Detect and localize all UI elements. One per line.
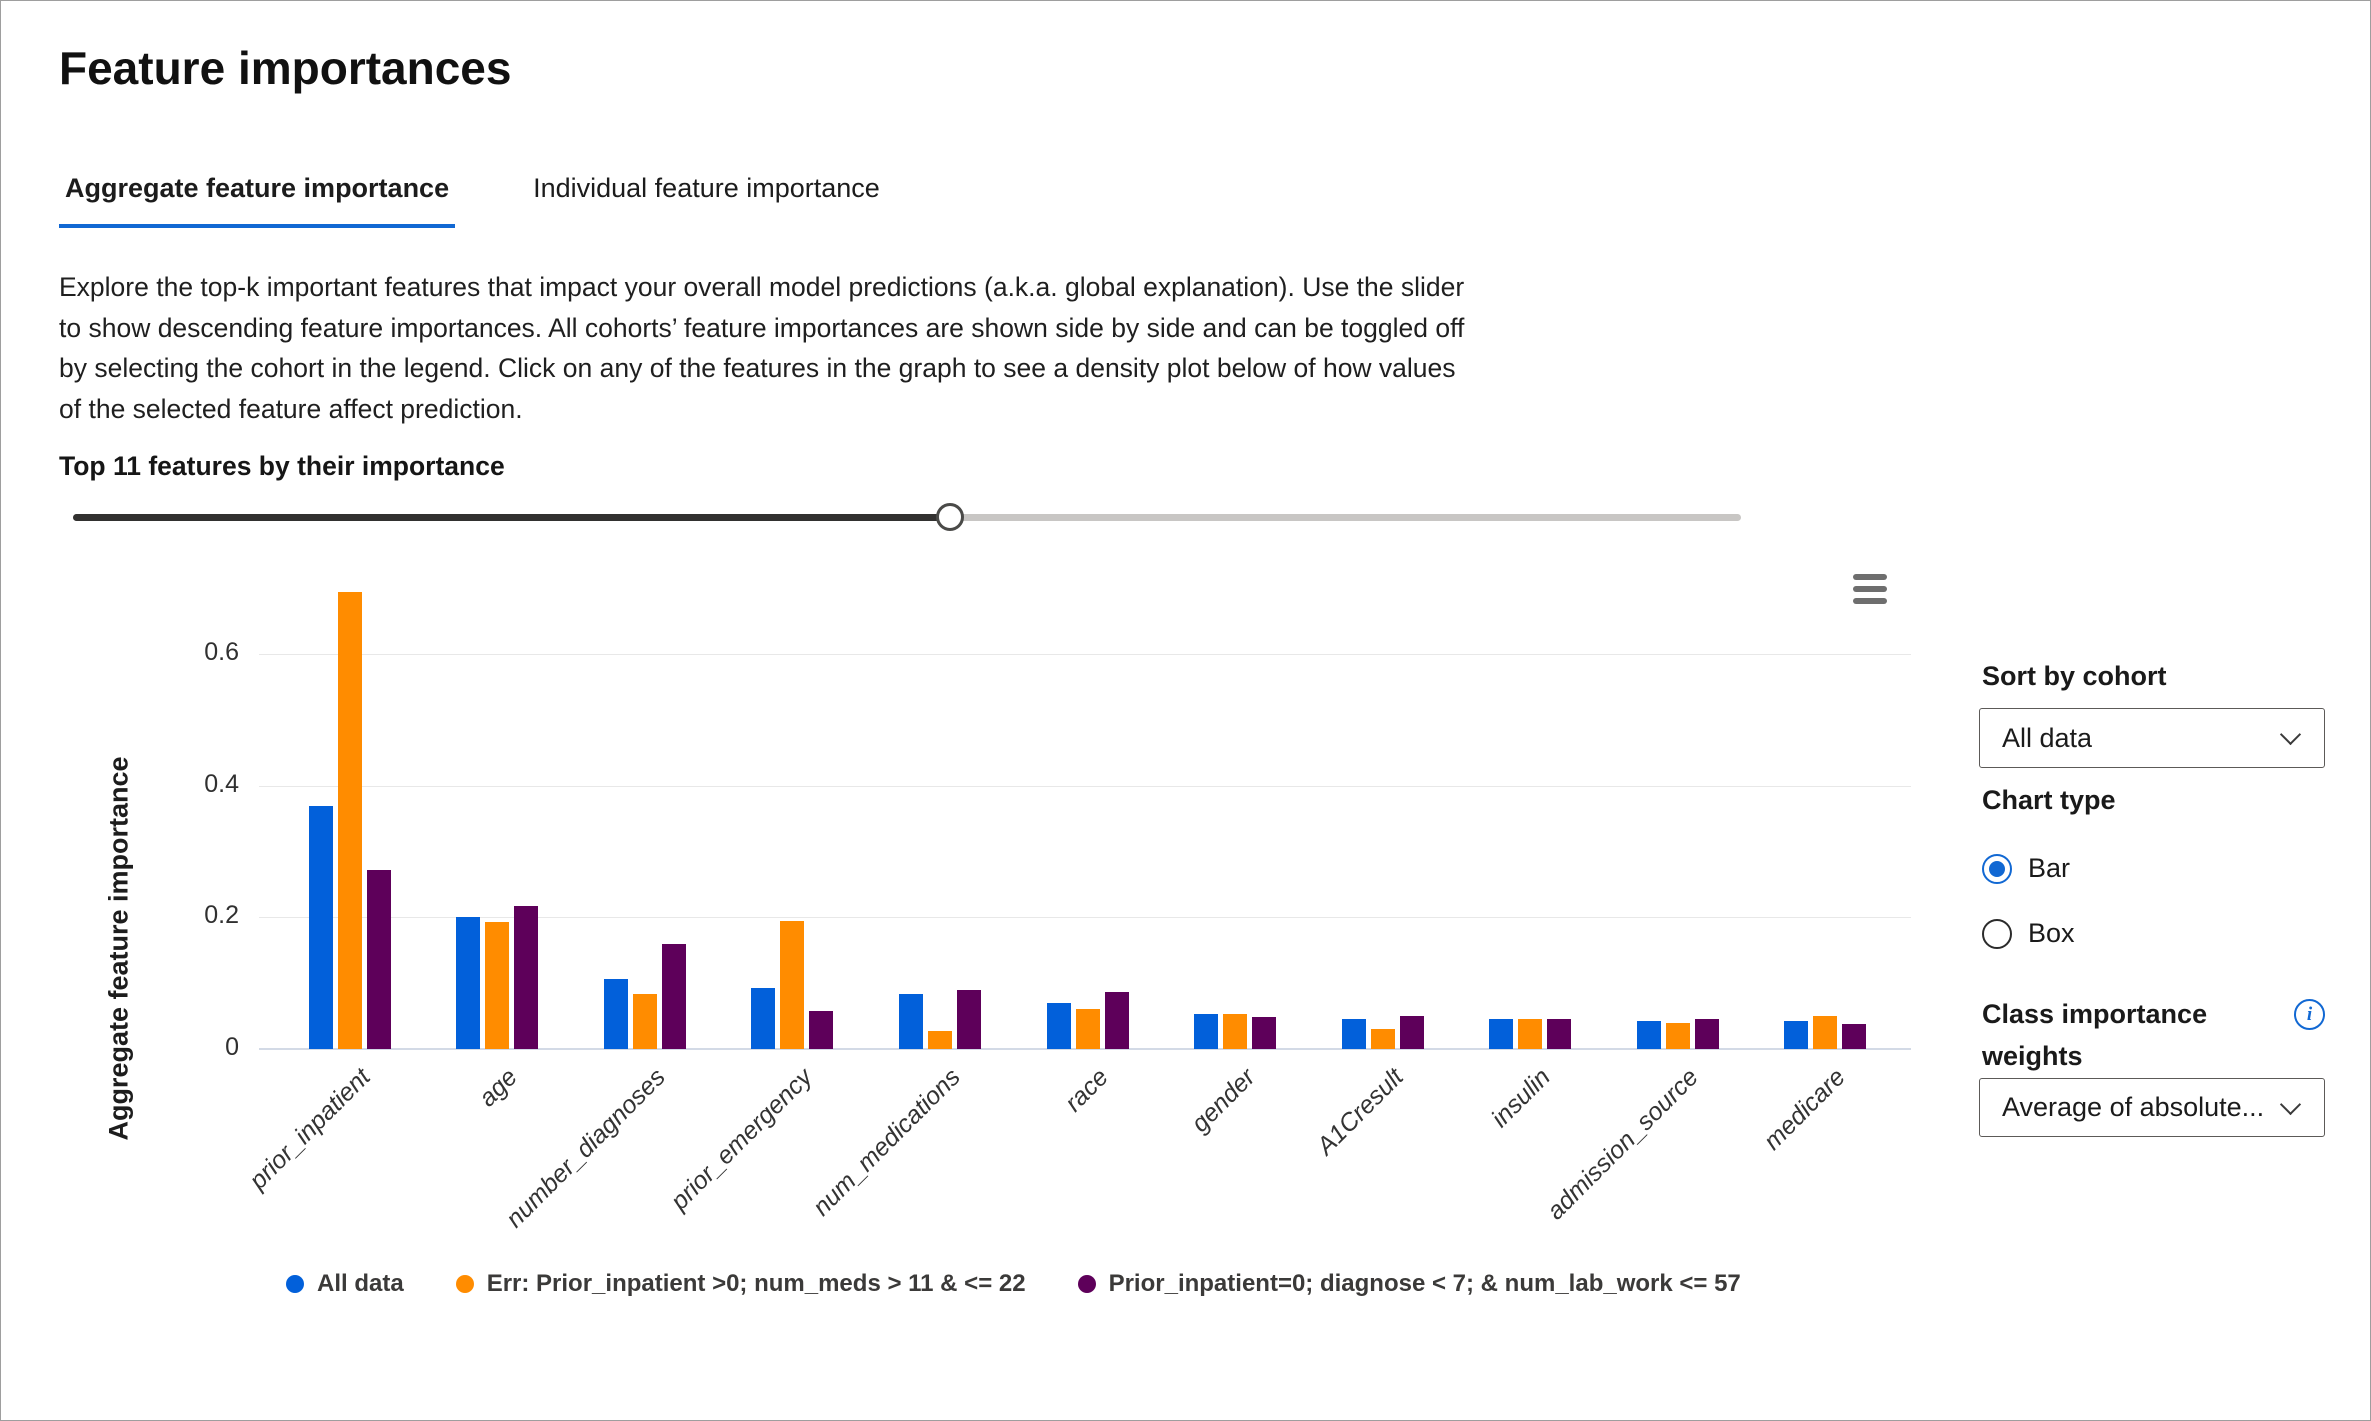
chevron-down-icon (2279, 1093, 2302, 1115)
bar-admission_source[interactable] (1666, 1023, 1690, 1049)
y-axis-tick-label: 0 (225, 1033, 239, 1061)
bar-race[interactable] (1076, 1009, 1100, 1049)
class-importance-weights-dropdown[interactable]: Average of absolute... (1979, 1078, 2325, 1137)
bar-prior_inpatient[interactable] (309, 806, 333, 1049)
chart-type-radio-box[interactable]: Box (1982, 918, 2075, 949)
legend-label: Err: Prior_inpatient >0; num_meds > 11 &… (486, 1270, 1026, 1297)
sort-by-cohort-label: Sort by cohort (1982, 661, 2167, 691)
bar-A1Cresult[interactable] (1400, 1016, 1424, 1049)
bar-prior_emergency[interactable] (751, 988, 775, 1049)
bar-gender[interactable] (1223, 1014, 1247, 1049)
description-line: by selecting the cohort in the legend. C… (59, 353, 1456, 383)
chart-type-label: Chart type (1982, 785, 2116, 815)
bar-num_medications[interactable] (928, 1031, 952, 1049)
bar-insulin[interactable] (1518, 1019, 1542, 1049)
chevron-down-icon (2279, 723, 2302, 746)
bar-prior_emergency[interactable] (809, 1011, 833, 1049)
description-line: Explore the top-k important features tha… (59, 272, 1465, 302)
legend-item-0[interactable]: All data (286, 1270, 404, 1298)
sort-by-cohort-dropdown[interactable]: All data (1979, 708, 2325, 768)
legend-dot-icon (455, 1275, 474, 1293)
description-line: of the selected feature affect predictio… (59, 393, 523, 424)
chart-type-radio-bar[interactable]: Bar (1982, 853, 2070, 884)
class-importance-weights-value: Average of absolute... (2002, 1092, 2265, 1122)
top-k-slider[interactable] (73, 501, 1741, 533)
legend-dot-icon (286, 1275, 304, 1293)
slider-fill (73, 514, 951, 521)
hamburger-menu-icon[interactable] (1853, 574, 1887, 604)
chart-legend: All data Err: Prior_inpatient >0; num_med… (286, 1267, 1741, 1301)
bar-prior_inpatient[interactable] (367, 870, 391, 1049)
legend-label: Prior_inpatient=0; diagnose < 7; & num_l… (1108, 1270, 1741, 1297)
bar-race[interactable] (1047, 1003, 1071, 1049)
y-axis-tick-label: 0.6 (204, 638, 239, 667)
bar-age[interactable] (514, 906, 538, 1049)
bar-gender[interactable] (1252, 1017, 1276, 1049)
bar-number_diagnoses[interactable] (662, 944, 686, 1049)
tab-aggregate-feature-importance[interactable]: Aggregate feature importance (59, 173, 456, 228)
y-axis-tick-label: 0.4 (204, 769, 239, 798)
bar-admission_source[interactable] (1695, 1019, 1719, 1049)
description-text: Explore the top-k important features tha… (59, 267, 1464, 429)
radio-icon (1982, 918, 2012, 949)
bar-insulin[interactable] (1547, 1019, 1571, 1049)
bar-race[interactable] (1105, 992, 1129, 1049)
gridline (259, 917, 1911, 919)
bar-insulin[interactable] (1489, 1019, 1513, 1049)
legend-label: All data (317, 1270, 404, 1297)
tab-bar: Aggregate feature importance Individual … (59, 173, 886, 228)
bar-prior_inpatient[interactable] (338, 592, 362, 1049)
bar-gender[interactable] (1194, 1014, 1218, 1049)
info-icon[interactable]: i (2294, 999, 2325, 1030)
bar-num_medications[interactable] (899, 994, 923, 1049)
gridline (259, 785, 1911, 787)
sort-by-cohort-value: All data (2002, 722, 2093, 753)
description-line: to show descending feature importances. … (59, 312, 1465, 343)
tab-individual-feature-importance[interactable]: Individual feature importance (533, 173, 880, 203)
bar-age[interactable] (456, 917, 480, 1049)
bar-medicare[interactable] (1842, 1024, 1866, 1049)
bar-prior_emergency[interactable] (780, 921, 804, 1049)
slider-thumb[interactable] (936, 503, 965, 531)
radio-label: Box (2028, 918, 2075, 948)
bar-number_diagnoses[interactable] (604, 979, 628, 1049)
gridline (259, 654, 1911, 656)
page-title: Feature importances (59, 42, 512, 94)
bar-medicare[interactable] (1784, 1021, 1808, 1049)
bar-number_diagnoses[interactable] (633, 994, 657, 1049)
x-axis-line (259, 1048, 1911, 1050)
bar-A1Cresult[interactable] (1371, 1029, 1395, 1049)
class-importance-weights-label: Class importance weights (1982, 999, 2208, 1071)
bar-medicare[interactable] (1813, 1016, 1837, 1049)
top-k-slider-label: Top 11 features by their importance (59, 451, 505, 481)
aggregate-importance-chart: Aggregate feature importance 0 0.2 0.4 0.6 p… (1, 561, 2370, 1341)
radio-label: Bar (2028, 853, 2071, 883)
bar-num_medications[interactable] (957, 990, 981, 1049)
class-importance-weights-row: Class importance weights i (1982, 993, 2325, 1077)
bar-A1Cresult[interactable] (1342, 1019, 1366, 1049)
legend-item-2[interactable]: Prior_inpatient=0; diagnose < 7; & num_l… (1077, 1270, 1741, 1298)
y-axis-tick-label: 0.2 (204, 901, 239, 930)
radio-icon (1982, 853, 2012, 884)
bar-admission_source[interactable] (1637, 1021, 1661, 1049)
legend-dot-icon (1077, 1275, 1096, 1293)
legend-item-1[interactable]: Err: Prior_inpatient >0; num_meds > 11 &… (455, 1270, 1026, 1298)
bar-age[interactable] (485, 922, 509, 1049)
